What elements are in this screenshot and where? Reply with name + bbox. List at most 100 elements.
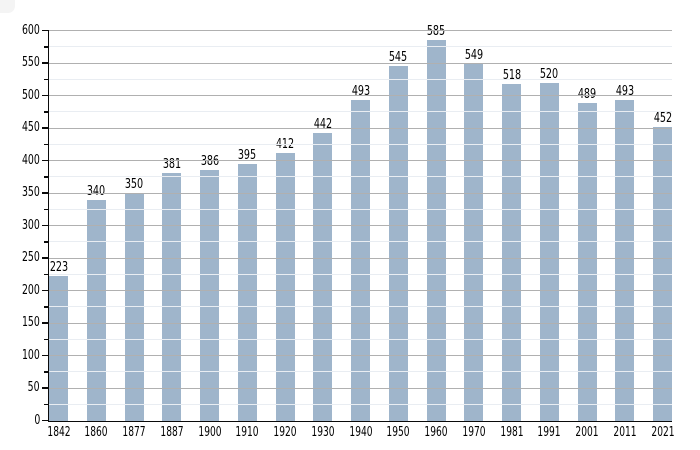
bar-value-label: 520 — [540, 66, 559, 82]
y-tick-label: 500 — [22, 87, 40, 103]
y-axis-tick — [44, 273, 48, 275]
bar-group-2011: 493 2011 — [613, 30, 636, 438]
bar-value-label: 452 — [653, 110, 672, 126]
bar-value-label: 489 — [577, 86, 597, 102]
y-axis-tick — [44, 46, 48, 48]
y-axis-tick — [44, 78, 48, 80]
bar-group-1877: 350 1877 — [122, 30, 145, 439]
x-tick-label: 1981 — [499, 424, 524, 440]
y-axis-tick — [44, 176, 48, 178]
x-tick-label: 2011 — [613, 424, 637, 440]
bar — [577, 102, 597, 421]
bar — [426, 40, 446, 421]
x-tick-label: 1991 — [537, 424, 561, 440]
bar-group-1900: 386 1900 — [198, 30, 221, 439]
bar-value-label: 381 — [162, 156, 181, 172]
y-tick-label: 200 — [22, 282, 40, 298]
bar-group-1920: 412 1920 — [273, 30, 296, 439]
bar-value-label: 518 — [502, 67, 521, 83]
y-axis-tick — [44, 306, 48, 308]
x-tick-label: 1940 — [348, 424, 373, 440]
y-axis-tick — [41, 289, 48, 292]
bar-value-label: 442 — [313, 117, 332, 133]
bar-value-label: 545 — [389, 50, 408, 66]
y-axis-tick — [44, 143, 48, 145]
y-axis-tick — [44, 111, 48, 113]
bar — [388, 66, 408, 421]
bar-value-label: 493 — [615, 84, 634, 100]
y-tick-label: 450 — [22, 120, 40, 135]
y-axis-tick — [41, 127, 48, 129]
y-tick-label: 0 — [34, 412, 40, 428]
y-axis-tick — [44, 403, 48, 405]
x-tick-label: 1910 — [235, 424, 259, 440]
bar — [502, 83, 521, 421]
bar — [275, 152, 295, 421]
y-axis-tick — [41, 94, 48, 97]
bar — [351, 100, 370, 421]
y-axis-tick — [41, 257, 48, 259]
bar — [200, 169, 219, 421]
x-tick-label: 1930 — [311, 424, 335, 440]
y-axis-tick — [41, 224, 48, 227]
y-tick-label: 400 — [22, 152, 40, 168]
y-axis-tick — [41, 419, 48, 422]
bar-value-label: 395 — [238, 147, 257, 163]
x-tick-label: 1842 — [46, 424, 71, 440]
bar-group-1981: 518 1981 — [500, 30, 523, 439]
bar-group-1991: 520 1991 — [538, 30, 561, 439]
x-tick-label: 1877 — [122, 424, 146, 440]
y-tick-label: 550 — [22, 55, 40, 70]
bar-group-1910: 395 1910 — [236, 30, 259, 439]
y-tick-label: 300 — [22, 217, 40, 233]
bar-value-label: 340 — [87, 183, 106, 199]
y-tick-label: 150 — [22, 315, 40, 330]
bar-group-1887: 381 1887 — [160, 30, 183, 439]
y-tick-label: 50 — [28, 380, 40, 395]
y-tick-label: 350 — [22, 185, 40, 200]
bar — [653, 126, 672, 421]
plot-area: 223 1842 340 1860 350 1877 381 1887 386 1900 395 19… — [41, 25, 674, 439]
x-tick-label: 1900 — [197, 424, 222, 440]
y-axis-tick — [41, 29, 48, 32]
bar-group-1970: 549 1970 — [462, 30, 485, 439]
bar-value-label: 386 — [200, 153, 219, 169]
bar-group-1960: 585 1960 — [424, 25, 447, 438]
y-axis-tick — [41, 387, 48, 389]
bar — [124, 193, 144, 421]
bar — [313, 133, 333, 421]
x-tick-label: 1970 — [462, 424, 486, 440]
y-axis-tick — [41, 192, 48, 194]
bar — [615, 100, 635, 421]
bar — [539, 82, 559, 421]
y-axis-tick — [44, 241, 48, 243]
y-axis-tick — [44, 338, 48, 340]
corner-artifact — [0, 0, 15, 13]
bar-group-1940: 493 1940 — [349, 30, 372, 438]
y-tick-label: 600 — [22, 22, 40, 38]
bar-value-label: 350 — [124, 177, 144, 192]
bar — [237, 163, 257, 421]
y-axis-tick — [41, 322, 48, 324]
y-axis-tick — [41, 159, 48, 162]
y-tick-label: 100 — [22, 347, 40, 363]
bar-value-label: 412 — [275, 136, 295, 152]
y-axis-tick — [44, 208, 48, 210]
bar-value-label: 585 — [426, 24, 446, 40]
x-tick-label: 2021 — [650, 424, 675, 440]
bar-value-label: 223 — [49, 259, 68, 275]
bar-value-label: 493 — [351, 84, 370, 100]
bars-layer: 223 1842 340 1860 350 1877 381 1887 386 1900 395 19… — [47, 25, 674, 439]
x-tick-label: 1950 — [386, 424, 410, 440]
bar-group-1950: 545 1950 — [387, 30, 410, 438]
bar — [464, 63, 484, 421]
x-tick-label: 1887 — [160, 424, 184, 440]
x-tick-label: 1920 — [273, 424, 297, 440]
bar-group-2021: 452 2021 — [651, 30, 674, 439]
bar — [162, 172, 182, 421]
x-tick-label: 1960 — [424, 424, 448, 440]
bar-group-2001: 489 2001 — [575, 30, 598, 439]
bar — [86, 199, 106, 421]
x-tick-label: 1860 — [84, 424, 108, 440]
